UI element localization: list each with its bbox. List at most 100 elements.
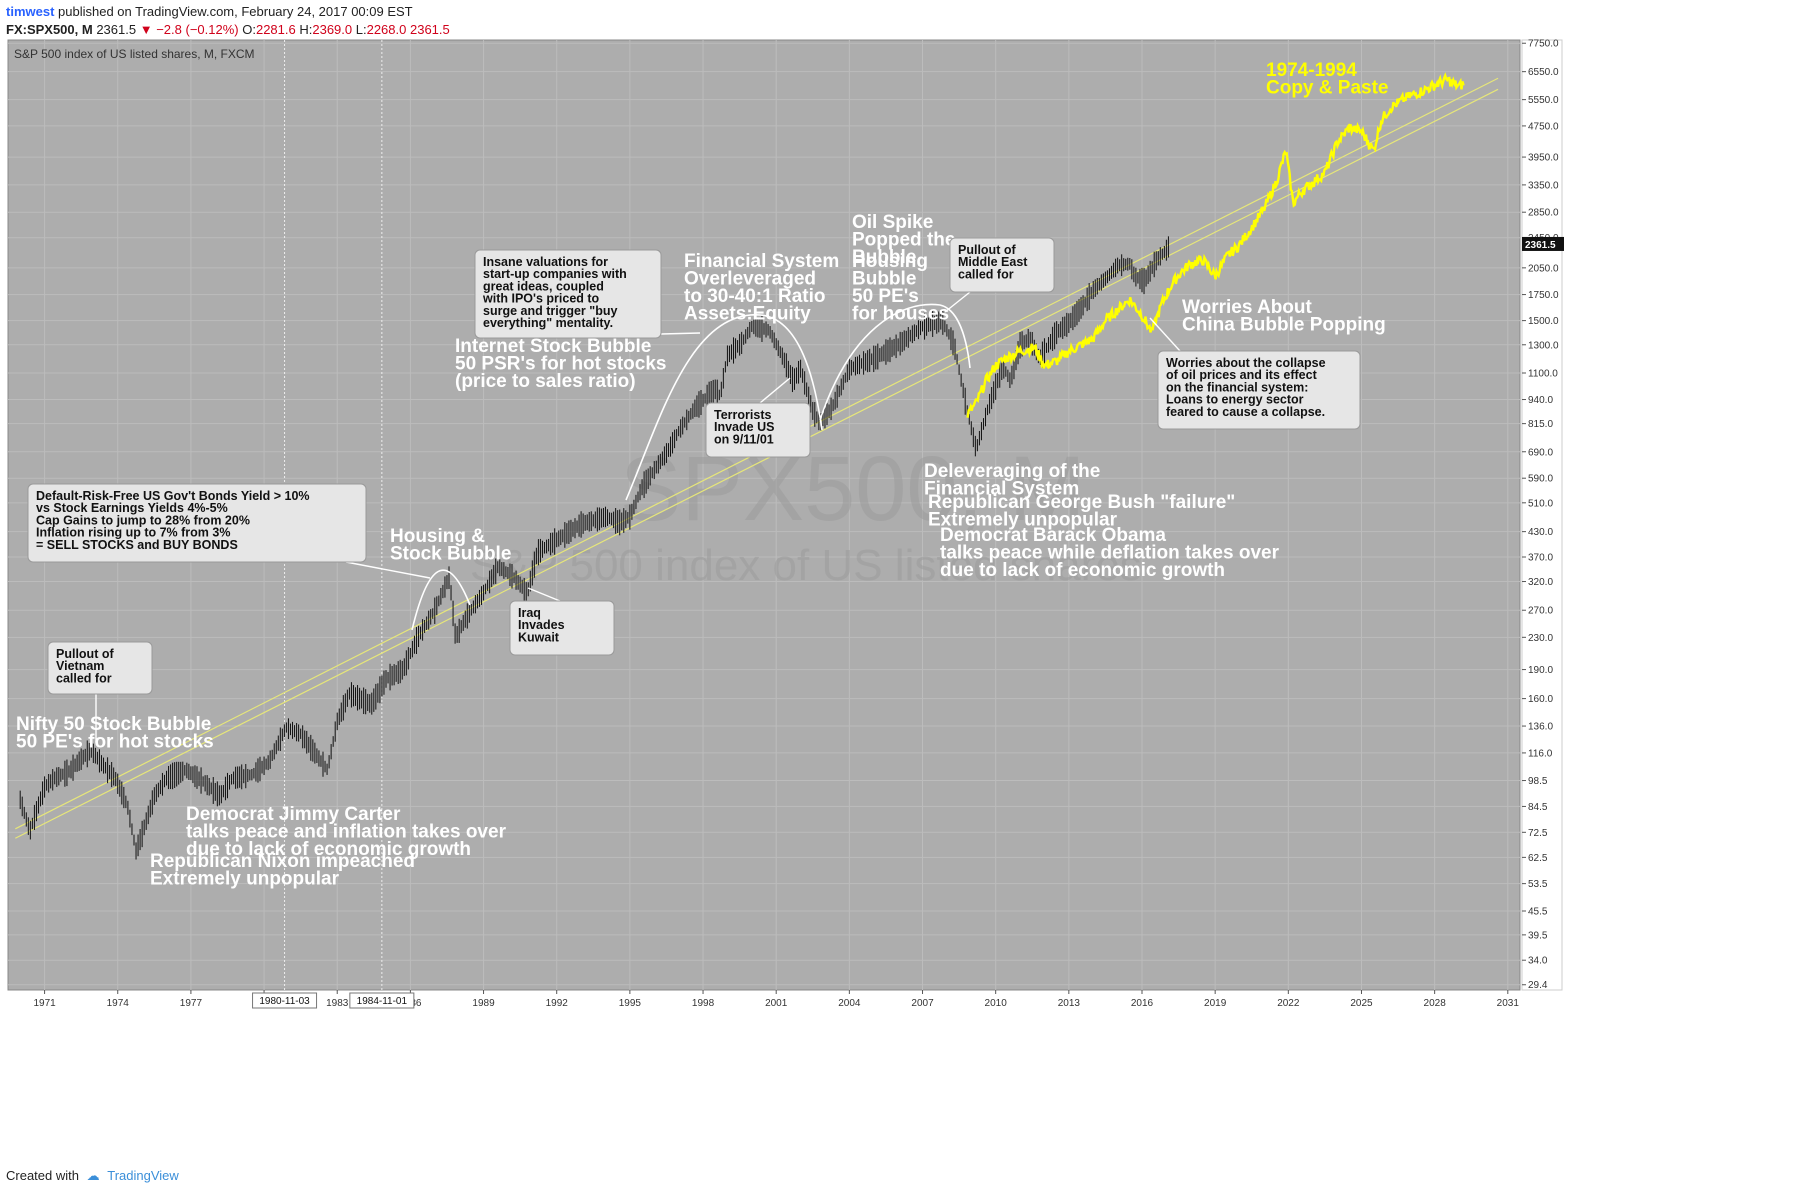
annotation-text: Nifty 50 Stock Bubble bbox=[16, 714, 211, 735]
callout-text: Pullout of bbox=[958, 243, 1016, 257]
projection-line bbox=[966, 72, 1465, 418]
annotation-text: due to lack of economic growth bbox=[186, 839, 471, 860]
callout-text: Loans to energy sector bbox=[1166, 393, 1304, 407]
annotation-text: due to lack of economic growth bbox=[940, 560, 1225, 581]
callout-text: everything" mentality. bbox=[483, 316, 613, 330]
callout-pointer bbox=[759, 377, 791, 404]
callout-text: with IPO's priced to bbox=[482, 292, 600, 306]
price-bars bbox=[19, 236, 1169, 860]
y-tick-label: 5550.0 bbox=[1528, 95, 1559, 106]
callout: Default-Risk-Free US Gov't Bonds Yield >… bbox=[27, 483, 431, 579]
x-tick-label: 1971 bbox=[33, 998, 56, 1009]
annotation-text: Housing & bbox=[390, 526, 485, 547]
x-tick-label: 2004 bbox=[838, 998, 861, 1009]
annotation-text: China Bubble Popping bbox=[1182, 315, 1386, 336]
footer: Created with ☁ TradingView bbox=[6, 1168, 179, 1184]
created-with-label: Created with bbox=[6, 1168, 79, 1183]
date-marker-label: 1980-11-03 bbox=[259, 996, 310, 1007]
callout-pointer bbox=[944, 291, 971, 313]
annotation-text: Republican Nixon impeached bbox=[150, 851, 415, 872]
date-marker-box bbox=[252, 992, 318, 1009]
callout-text: Invades bbox=[518, 618, 565, 632]
y-tick-label: 1100.0 bbox=[1528, 368, 1558, 379]
chart-title: S&P 500 index of US listed shares, M, FX… bbox=[14, 47, 255, 61]
last-price-label: 2361.5 bbox=[1525, 240, 1556, 251]
annotation-text: 50 PE's for hot stocks bbox=[16, 732, 214, 753]
trendline bbox=[15, 88, 1499, 839]
close-value: 2361.5 bbox=[409, 22, 450, 37]
callout-text: Vietnam bbox=[56, 659, 104, 673]
callout-box bbox=[47, 641, 153, 695]
y-tick-label: 510.0 bbox=[1528, 498, 1553, 509]
x-tick-label: 1977 bbox=[180, 998, 203, 1009]
symbol-label: FX:SPX500, M bbox=[6, 22, 93, 37]
y-tick-label: 39.5 bbox=[1528, 930, 1548, 941]
annotation-text: Extremely unpopular bbox=[928, 510, 1118, 531]
y-tick-label: 690.0 bbox=[1528, 447, 1553, 458]
annotation-text: Housing bbox=[852, 251, 928, 272]
callout-box bbox=[474, 249, 662, 339]
annotation-text: Overleveraged bbox=[684, 269, 816, 290]
tradingview-link[interactable]: TradingView bbox=[107, 1168, 179, 1183]
open-value: 2281.6 bbox=[255, 22, 296, 37]
y-tick-label: 4750.0 bbox=[1528, 121, 1559, 132]
callout-text: of oil prices and its effect bbox=[1166, 368, 1318, 382]
y-tick-label: 136.0 bbox=[1528, 722, 1553, 733]
annotation-text: Oil Spike bbox=[852, 212, 933, 233]
author-link[interactable]: timwest bbox=[6, 4, 55, 19]
y-tick-label: 270.0 bbox=[1528, 606, 1553, 617]
annotation-text: Financial System bbox=[684, 251, 839, 272]
callout-box bbox=[1157, 350, 1361, 430]
watermark-symbol: SPX500, M bbox=[620, 438, 1085, 540]
callout-text: Inflation rising up to 7% from 3% bbox=[36, 526, 230, 540]
y-tick-label: 84.5 bbox=[1528, 802, 1548, 813]
callout-pointer bbox=[1149, 317, 1181, 352]
open-label: O: bbox=[242, 22, 256, 37]
annotation-text: Worries About bbox=[1182, 297, 1313, 318]
callout-text: = SELL STOCKS and BUY BONDS bbox=[36, 538, 238, 552]
x-tick-label: 2028 bbox=[1424, 998, 1447, 1009]
y-tick-label: 3350.0 bbox=[1528, 180, 1559, 191]
callout-text: Worries about the collapse bbox=[1166, 356, 1326, 370]
annotation-text: Democrat Barack Obama bbox=[940, 525, 1166, 546]
x-tick-label: 2022 bbox=[1277, 998, 1300, 1009]
annotation-text: for houses bbox=[852, 304, 949, 325]
callout-text: Cap Gains to jump to 28% from 20% bbox=[36, 513, 250, 527]
publish-info: timwest published on TradingView.com, Fe… bbox=[6, 4, 413, 19]
callout-text: surge and trigger "buy bbox=[483, 304, 617, 318]
callout-pointer bbox=[527, 587, 561, 602]
callout-text: Insane valuations for bbox=[483, 255, 608, 269]
tradingview-logo-icon: ☁ bbox=[86, 1168, 100, 1183]
y-tick-label: 62.5 bbox=[1528, 853, 1548, 864]
callout-text: called for bbox=[56, 671, 112, 685]
y-tick-label: 45.5 bbox=[1528, 906, 1548, 917]
annotation-text: talks peace and inflation takes over bbox=[186, 822, 507, 843]
callout-text: Iraq bbox=[518, 606, 541, 620]
annotation-text: 50 PE's bbox=[852, 286, 919, 307]
annotation-text: 1974-1994 bbox=[1266, 60, 1357, 81]
y-tick-label: 815.0 bbox=[1528, 419, 1553, 430]
annotation-text: Bubble bbox=[852, 269, 916, 290]
x-tick-label: 2010 bbox=[985, 998, 1008, 1009]
annotation-text: talks peace while deflation takes over bbox=[940, 543, 1280, 564]
date-marker-box bbox=[349, 992, 415, 1009]
x-tick-label: 2013 bbox=[1058, 998, 1081, 1009]
callout-text: on 9/11/01 bbox=[714, 432, 774, 446]
callout-box bbox=[949, 237, 1055, 293]
annotation-text: Republican George Bush "failure" bbox=[928, 492, 1235, 513]
y-tick-label: 3950.0 bbox=[1528, 153, 1559, 164]
last-price: 2361.5 bbox=[96, 22, 137, 37]
date-marker-label: 1984-11-01 bbox=[357, 996, 408, 1007]
callout-text: great ideas, coupled bbox=[483, 279, 604, 293]
y-tick-label: 53.5 bbox=[1528, 879, 1548, 890]
callout-text: start-up companies with bbox=[483, 267, 627, 281]
y-tick-label: 6550.0 bbox=[1528, 67, 1559, 78]
x-tick-label: 1983 bbox=[326, 998, 349, 1009]
y-tick-label: 2050.0 bbox=[1528, 263, 1559, 274]
price-axis bbox=[1521, 39, 1563, 991]
annotation-text: Assets:Equity bbox=[684, 304, 811, 325]
y-tick-label: 1500.0 bbox=[1528, 316, 1559, 327]
